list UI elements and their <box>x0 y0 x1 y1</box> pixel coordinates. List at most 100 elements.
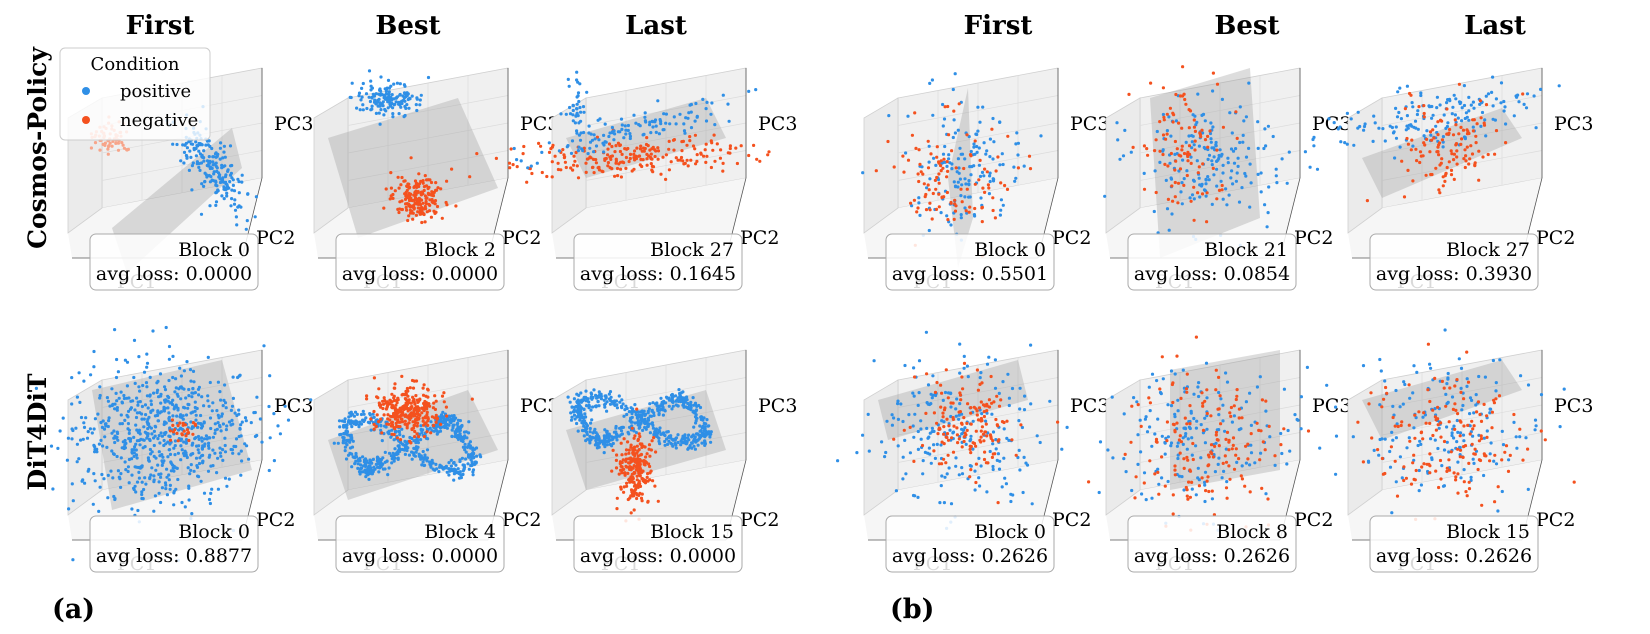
positive-point <box>1452 93 1456 97</box>
positive-point <box>100 472 104 477</box>
positive-point <box>952 118 956 122</box>
positive-point <box>973 469 977 473</box>
positive-point <box>114 391 118 395</box>
positive-point <box>232 202 237 206</box>
negative-point <box>975 413 979 417</box>
negative-point <box>530 171 534 176</box>
positive-point <box>1207 178 1211 182</box>
positive-point <box>959 194 963 198</box>
positive-point <box>232 189 237 193</box>
negative-point <box>974 444 978 448</box>
pc3-label: PC3 <box>758 113 797 135</box>
negative-point <box>369 417 373 421</box>
positive-point <box>173 444 177 448</box>
positive-point <box>652 432 656 436</box>
positive-point <box>130 507 134 511</box>
negative-point <box>1206 134 1210 138</box>
positive-point <box>866 412 870 416</box>
positive-point <box>701 424 705 428</box>
positive-point <box>383 450 387 454</box>
negative-point <box>116 141 120 145</box>
negative-point <box>1473 164 1477 168</box>
negative-point <box>651 479 655 483</box>
positive-point <box>632 429 636 433</box>
positive-point <box>515 158 519 162</box>
positive-point <box>670 407 674 411</box>
negative-point <box>1494 129 1499 133</box>
negative-point <box>419 190 423 194</box>
positive-point <box>197 385 201 389</box>
positive-point <box>643 111 647 115</box>
positive-point <box>901 419 905 424</box>
positive-point <box>651 426 656 430</box>
negative-point <box>656 149 661 153</box>
positive-point <box>418 103 422 107</box>
positive-point <box>916 429 920 434</box>
positive-point <box>701 97 705 101</box>
positive-point <box>140 404 144 409</box>
positive-point <box>998 163 1002 167</box>
positive-point <box>179 397 183 401</box>
positive-point <box>375 457 380 461</box>
positive-point <box>1176 453 1180 457</box>
positive-point <box>123 418 127 422</box>
negative-point <box>639 496 644 500</box>
positive-point <box>957 413 961 417</box>
positive-point <box>197 437 201 441</box>
positive-point <box>713 123 717 127</box>
positive-point <box>1349 117 1353 121</box>
positive-point <box>1184 432 1188 436</box>
positive-point <box>346 453 351 457</box>
positive-point <box>429 420 433 424</box>
positive-point <box>184 396 188 400</box>
positive-point <box>119 413 123 417</box>
positive-point <box>207 497 212 502</box>
positive-point <box>85 436 90 440</box>
negative-point <box>176 424 180 428</box>
positive-point <box>960 432 964 436</box>
positive-point <box>230 176 234 180</box>
negative-point <box>389 186 393 190</box>
positive-point <box>438 420 442 424</box>
positive-point <box>567 84 571 88</box>
positive-point <box>617 394 621 398</box>
negative-point <box>635 444 639 448</box>
positive-point <box>612 399 617 403</box>
negative-point <box>409 441 413 445</box>
positive-point <box>210 166 214 170</box>
positive-point <box>1458 101 1462 106</box>
positive-point <box>623 408 627 412</box>
positive-point <box>207 404 211 408</box>
positive-point <box>229 171 233 175</box>
negative-point <box>999 181 1003 185</box>
positive-point <box>148 447 152 452</box>
positive-point <box>969 464 973 468</box>
positive-point <box>221 156 225 160</box>
negative-point <box>407 421 411 425</box>
positive-point <box>987 192 992 196</box>
positive-point <box>178 366 182 370</box>
positive-point <box>1206 157 1210 161</box>
positive-point <box>621 402 625 406</box>
negative-point <box>1193 129 1197 133</box>
grid-line <box>101 150 263 181</box>
negative-point <box>1464 154 1468 158</box>
positive-point <box>687 433 691 437</box>
negative-point <box>630 426 634 430</box>
positive-point <box>592 388 596 392</box>
negative-point <box>965 428 969 432</box>
negative-point <box>89 146 93 150</box>
positive-point <box>1098 440 1103 444</box>
positive-point <box>1150 444 1154 448</box>
positive-point <box>1209 121 1213 125</box>
positive-point <box>1274 174 1278 178</box>
negative-point <box>645 152 649 156</box>
positive-point <box>1237 200 1242 204</box>
positive-point <box>183 406 187 410</box>
negative-point <box>425 430 429 434</box>
positive-point <box>398 433 402 437</box>
negative-point <box>960 375 964 379</box>
positive-point <box>189 420 193 424</box>
positive-point <box>569 411 573 415</box>
negative-point <box>424 416 428 420</box>
